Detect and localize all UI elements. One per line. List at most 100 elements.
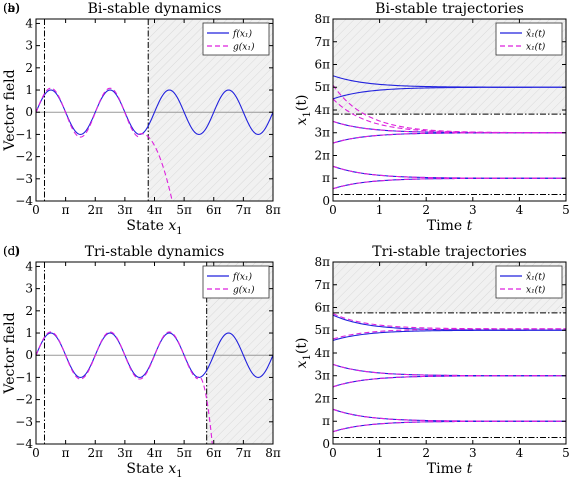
x-axis-label-sub: 1	[176, 226, 182, 237]
legend-box	[495, 265, 563, 299]
trajectory-line-true	[333, 408, 566, 422]
trajectory-line-true	[333, 420, 566, 433]
trajectory-line-true	[333, 165, 566, 179]
x-tick-label: 3π	[117, 446, 133, 460]
x-tick-label: 2	[422, 203, 430, 217]
trajectory-line-estimated	[333, 375, 566, 388]
x-axis-label-text: State	[126, 218, 168, 234]
y-tick-label: −3	[15, 415, 33, 429]
y-tick-label: −3	[15, 172, 33, 186]
trajectory-line-true	[333, 177, 566, 190]
y-tick-label: 4	[25, 259, 33, 273]
x-tick-label: 2π	[87, 203, 103, 217]
y-axis-label-arg: (t)	[294, 95, 310, 112]
y-tick-label: 2	[25, 304, 33, 318]
y-tick-label: π	[322, 171, 330, 185]
y-tick-label: −4	[15, 194, 33, 208]
x-axis-label-var: x	[168, 461, 176, 477]
trajectory-line-estimated	[333, 363, 566, 377]
y-tick-label: 3π	[314, 369, 330, 383]
x-axis-label-var: x	[168, 218, 176, 234]
trajectory-line-estimated	[333, 132, 566, 144]
legend-label: x₁(t)	[526, 42, 546, 53]
y-tick-label: −2	[15, 393, 33, 407]
panel-a: (a) Bi-stable dynamics 0 π 2π 3π 4π 5π 6π 7π 8π −4 −…	[2, 1, 281, 237]
y-tick-label: −1	[15, 127, 33, 141]
series-line-f	[36, 332, 273, 378]
x-axis-label-var: t	[467, 218, 473, 234]
y-tick-label: 3π	[314, 126, 330, 140]
y-tick-label: 5π	[314, 323, 330, 337]
x-tick-label: 4π	[147, 446, 163, 460]
trajectory-line-true	[333, 132, 566, 144]
y-tick-label: 2π	[314, 391, 330, 405]
legend-label: x₁(t)	[526, 285, 546, 296]
panel-label: (d)	[3, 244, 20, 258]
panel-c: (c) Tri-stable dynamics 0 π 2π 3π 4π 5π 6π 7π 8π −4…	[2, 244, 281, 479]
x-tick-label: 0	[32, 203, 40, 217]
panel-label: (a)	[3, 1, 20, 15]
trajectory-line-estimated	[333, 329, 566, 341]
x-axis-label: State x1	[126, 218, 182, 237]
chart-title: Tri-stable trajectories	[372, 244, 526, 260]
x-tick-label: 5	[562, 203, 570, 217]
y-axis-label-sub: 1	[302, 354, 313, 360]
x-tick-label: 3	[469, 203, 477, 217]
trajectory-line-estimated	[333, 420, 566, 433]
y-tick-label: 5π	[314, 80, 330, 94]
chart-title: Tri-stable dynamics	[85, 244, 225, 260]
x-tick-label: 0	[329, 203, 337, 217]
x-tick-label: π	[62, 446, 70, 460]
x-tick-label: 8π	[265, 446, 281, 460]
trajectory-line-estimated	[333, 314, 566, 331]
y-tick-label: 4π	[314, 103, 330, 117]
y-axis-label: Vector field	[2, 312, 18, 394]
y-tick-label: 0	[322, 194, 330, 208]
x-axis-label-text: State	[126, 461, 168, 477]
series-line-g	[36, 87, 173, 201]
y-tick-label: −4	[15, 437, 33, 451]
x-tick-label: 8π	[265, 203, 281, 217]
y-tick-label: 1	[25, 83, 33, 97]
y-tick-label: 7π	[314, 278, 330, 292]
y-tick-label: 1	[25, 326, 33, 340]
y-axis-label: x1(t)	[294, 95, 313, 126]
legend-label: x̂₁(t)	[526, 29, 546, 40]
x-tick-label: 7π	[236, 446, 252, 460]
legend: f(x₁) g(x₁)	[202, 265, 270, 299]
legend: x̂₁(t) x₁(t)	[495, 265, 563, 299]
x-tick-label: 0	[32, 446, 40, 460]
series-line-g	[36, 331, 213, 444]
y-tick-label: 8π	[314, 255, 330, 269]
x-axis-label: State x1	[126, 461, 182, 479]
trajectory-line-estimated	[333, 86, 566, 100]
x-tick-label: 4	[516, 203, 524, 217]
legend-box	[202, 22, 270, 56]
x-tick-label: 4	[516, 446, 524, 460]
legend-label: x̂₁(t)	[526, 272, 546, 283]
x-tick-label: 2	[422, 446, 430, 460]
panel-label: (b)	[3, 1, 20, 15]
legend-label: f(x₁)	[232, 29, 253, 40]
chart-title: Bi-stable trajectories	[375, 1, 524, 17]
trajectory-line-estimated	[333, 408, 566, 422]
trajectory-line-estimated	[333, 177, 566, 190]
y-tick-label: 6π	[314, 300, 330, 314]
y-tick-label: 0	[322, 437, 330, 451]
plot-area	[333, 19, 566, 195]
legend-label: g(x₁)	[233, 42, 255, 53]
x-tick-label: 3	[469, 446, 477, 460]
y-tick-label: 4	[25, 16, 33, 30]
x-tick-label: 4π	[147, 203, 163, 217]
legend-label: g(x₁)	[233, 285, 255, 296]
x-tick-label: 2π	[87, 446, 103, 460]
y-axis-label: Vector field	[2, 69, 18, 151]
trajectory-line-true	[333, 375, 566, 388]
y-tick-label: 0	[25, 348, 33, 362]
y-axis-label-var: x	[294, 117, 310, 125]
chart-title: Bi-stable dynamics	[88, 1, 222, 17]
trajectory-line-true	[333, 328, 566, 340]
x-axis-label-text: Time	[427, 461, 467, 477]
y-tick-label: 3	[25, 39, 33, 53]
